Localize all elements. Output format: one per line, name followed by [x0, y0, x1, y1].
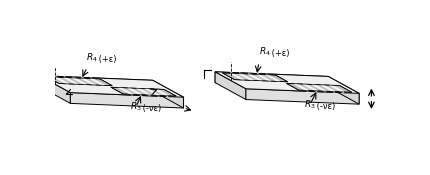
Text: $R_3$: $R_3$: [129, 101, 141, 113]
Polygon shape: [246, 89, 358, 104]
Polygon shape: [215, 72, 246, 100]
Polygon shape: [328, 76, 358, 104]
Polygon shape: [70, 93, 183, 108]
Polygon shape: [40, 76, 152, 91]
Text: $R_4$: $R_4$: [86, 51, 97, 64]
Text: $R_3$: $R_3$: [303, 98, 315, 111]
Polygon shape: [46, 77, 112, 86]
Text: (-νε): (-νε): [313, 102, 334, 111]
Polygon shape: [152, 80, 183, 108]
Text: (+ε): (+ε): [268, 49, 289, 58]
Polygon shape: [111, 87, 176, 96]
Polygon shape: [40, 76, 70, 103]
Text: $R_4$: $R_4$: [258, 46, 270, 58]
Polygon shape: [286, 83, 351, 92]
Polygon shape: [215, 72, 358, 93]
Polygon shape: [40, 76, 183, 97]
Text: (-νε): (-νε): [139, 104, 161, 113]
Polygon shape: [215, 72, 328, 87]
Polygon shape: [222, 73, 287, 82]
Text: (+ε): (+ε): [95, 54, 116, 64]
